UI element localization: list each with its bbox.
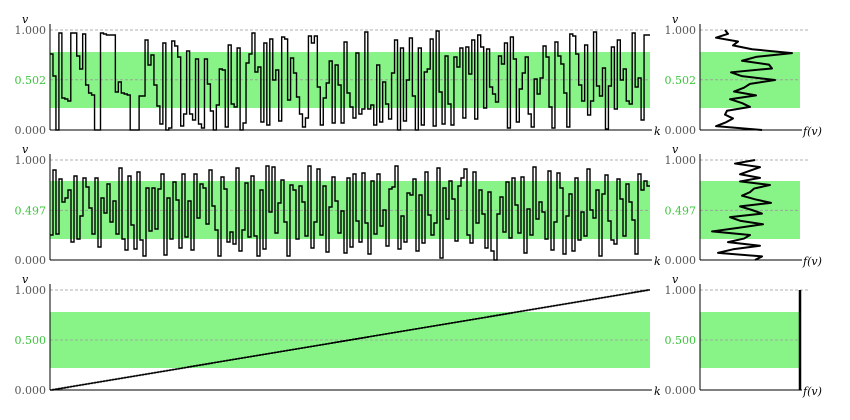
x-axis-label: k — [654, 385, 661, 398]
series-line — [50, 289, 650, 391]
density-y-tick-label: 1.000 — [665, 284, 697, 297]
y-axis-label: v — [22, 13, 29, 26]
density-x-axis-label: f(v) — [802, 125, 822, 138]
density-curve — [711, 159, 772, 261]
x-axis-label: k — [654, 255, 661, 268]
density-y-axis-label: v — [672, 273, 679, 286]
y-tick-label: 0.000 — [15, 254, 47, 267]
main-panel: 1.000 0.497 0.000 v k — [15, 143, 662, 268]
y-tick-label: 0.502 — [15, 74, 47, 87]
density-panel: 1.000 0.502 0.000 v f(v) — [665, 13, 822, 138]
density-x-axis-label: f(v) — [802, 385, 822, 398]
y-tick-label: 0.000 — [15, 384, 47, 397]
y-axis-label: v — [22, 273, 29, 286]
y-tick-label: 0.000 — [15, 124, 47, 137]
series-line — [50, 30, 650, 131]
chart-row-3: 1.000 0.500 0.000 v k 1.000 0.500 0.000 v f(v) — [15, 273, 822, 398]
y-tick-label: 1.000 — [15, 154, 47, 167]
density-panel: 1.000 0.497 0.000 v f(v) — [665, 143, 822, 268]
density-y-tick-label: 0.500 — [665, 334, 697, 347]
y-tick-label: 0.500 — [15, 334, 47, 347]
density-y-tick-label: 0.497 — [665, 204, 697, 217]
main-panel: 1.000 0.500 0.000 v k — [15, 273, 662, 398]
main-panel: 1.000 0.502 0.000 v k — [15, 13, 662, 138]
density-y-tick-label: 0.502 — [665, 74, 697, 87]
y-tick-label: 1.000 — [15, 284, 47, 297]
density-y-tick-label: 1.000 — [665, 154, 697, 167]
y-axis-label: v — [22, 143, 29, 156]
density-y-tick-label: 1.000 — [665, 24, 697, 37]
density-x-axis-label: f(v) — [802, 255, 822, 268]
density-panel: 1.000 0.500 0.000 v f(v) — [665, 273, 822, 398]
density-y-axis-label: v — [672, 143, 679, 156]
series-line — [50, 165, 650, 261]
chart-row-1: 1.000 0.502 0.000 v k 1.000 0.502 0.000 v f(v) — [15, 13, 822, 138]
density-curve — [715, 29, 793, 131]
x-axis-label: k — [654, 125, 661, 138]
density-y-axis-label: v — [672, 13, 679, 26]
density-y-tick-label: 0.000 — [665, 124, 697, 137]
density-y-tick-label: 0.000 — [665, 384, 697, 397]
chart-rows: 1.0000.5020.000vk1.0000.5020.000vf(v)1.0… — [15, 13, 822, 398]
chart-row-2: 1.000 0.497 0.000 v k 1.000 0.497 0.000 v f(v) — [15, 143, 822, 268]
y-tick-label: 0.497 — [15, 204, 47, 217]
y-tick-label: 1.000 — [15, 24, 47, 37]
density-y-tick-label: 0.000 — [665, 254, 697, 267]
